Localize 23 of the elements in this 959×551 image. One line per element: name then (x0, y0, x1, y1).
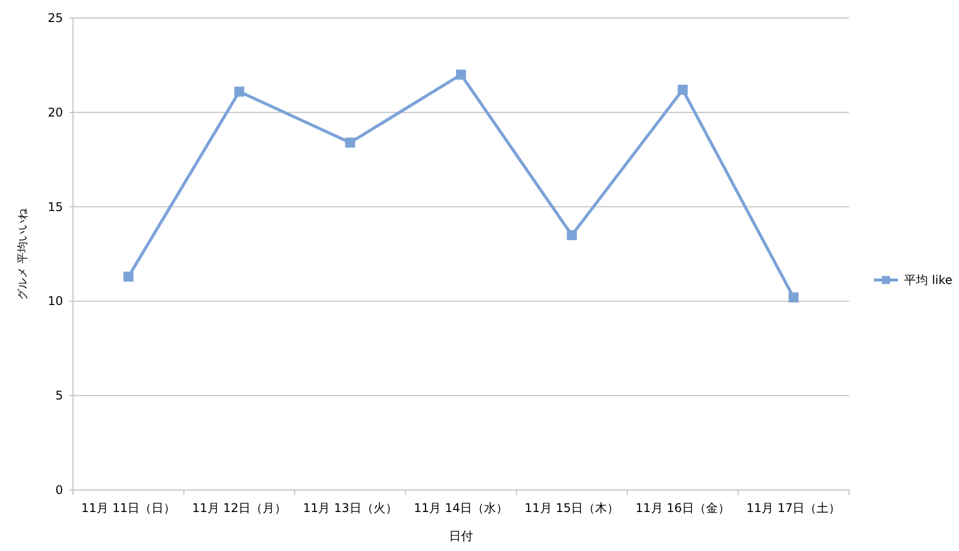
x-tick-label: 11月 12日（月） (192, 501, 286, 515)
point (678, 84, 688, 95)
point (788, 292, 799, 302)
x-tick-label: 11月 16日（金） (636, 501, 730, 515)
x-tick-label: 11月 13日（火） (302, 501, 398, 515)
legend-label: 平均 like (904, 273, 952, 287)
y-tick-label: 0 (55, 483, 63, 497)
point (566, 230, 577, 240)
y-tick-label: 20 (48, 105, 63, 120)
y-tick-label: 10 (48, 294, 63, 308)
point (234, 86, 244, 97)
x-tick-label: 11月 17日（土） (746, 501, 841, 515)
y-tick-label: 25 (48, 11, 63, 25)
y-axis-title: グルメ 平均いいね (16, 207, 29, 300)
x-tick-label: 11月 14日（水） (414, 501, 508, 515)
x-axis-title: 日付 (449, 529, 473, 543)
point (345, 138, 356, 148)
x-tick-label: 11月 15日（木） (524, 501, 620, 515)
point (123, 272, 134, 282)
y-tick-label: 15 (48, 200, 63, 214)
point (456, 70, 466, 80)
y-tick-label: 5 (55, 388, 63, 403)
x-tick-label: 11月 11日（日） (81, 501, 176, 515)
